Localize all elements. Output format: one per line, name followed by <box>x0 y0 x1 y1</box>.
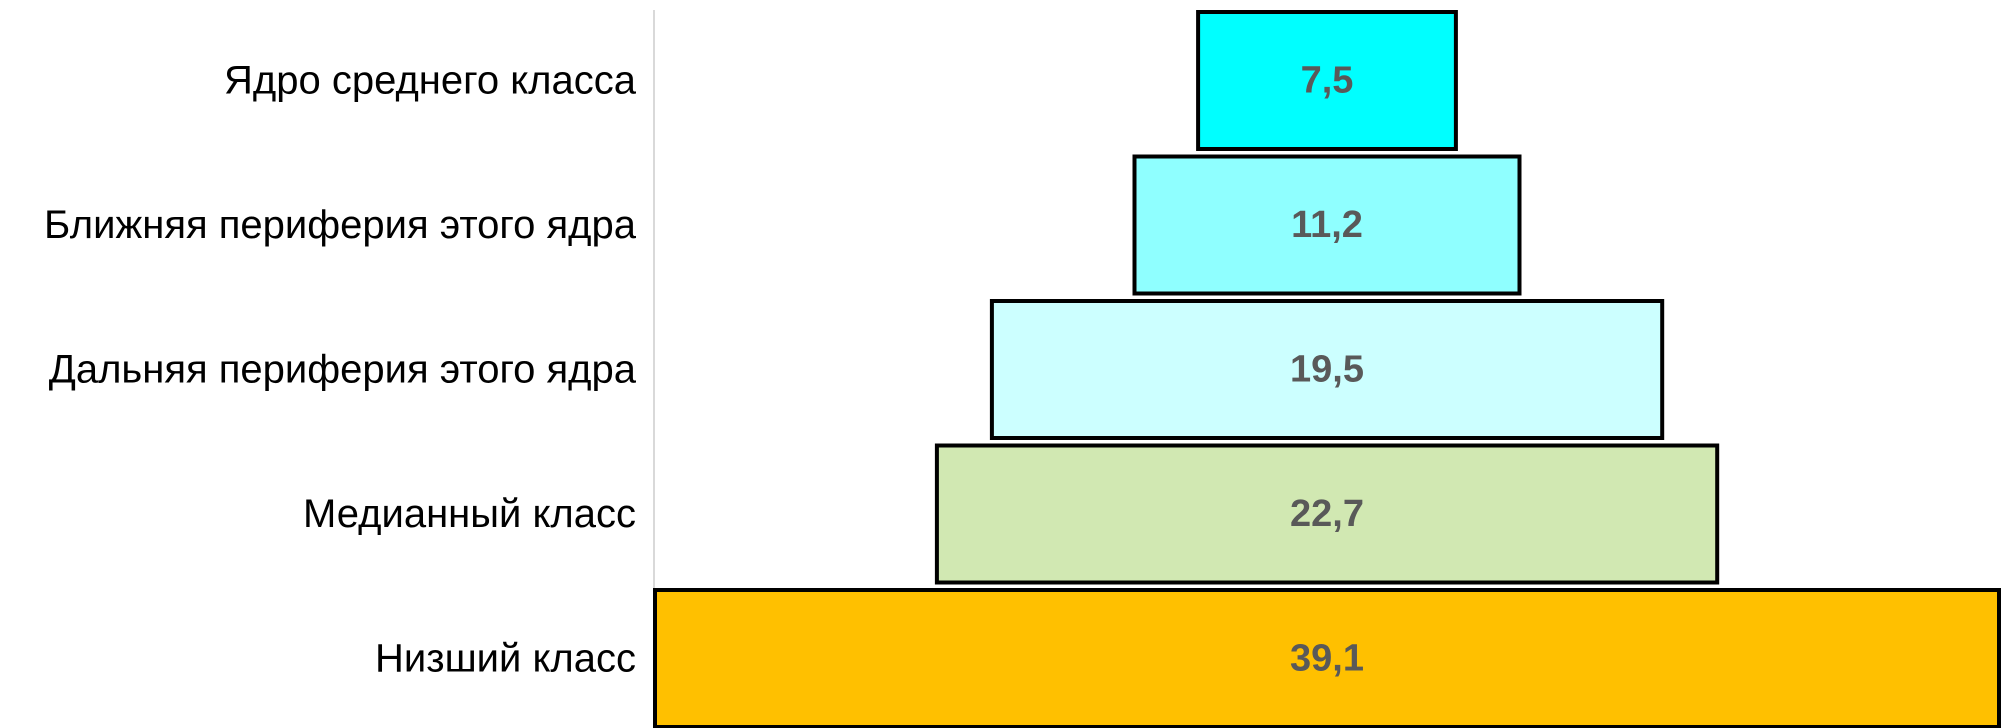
value-label-3: 19,5 <box>1290 349 1364 391</box>
category-labels: Ядро среднего класса Ближняя периферия эт… <box>44 59 637 681</box>
category-label-2: Ближняя периферия этого ядра <box>44 203 637 247</box>
category-label-5: Низший класс <box>375 637 636 681</box>
category-label-1: Ядро среднего класса <box>224 59 637 103</box>
bar-1 <box>1196 10 1458 151</box>
bars-layer <box>653 10 2001 728</box>
value-label-2: 11,2 <box>1291 204 1363 246</box>
value-label-5: 39,1 <box>1290 638 1364 680</box>
category-label-4: Медианный класс <box>303 492 636 536</box>
bar-4 <box>934 443 1720 585</box>
bar-3 <box>989 299 1665 440</box>
value-label-1: 7,5 <box>1301 60 1354 102</box>
bar-2 <box>1132 154 1522 296</box>
value-labels: 7,5 11,2 19,5 22,7 39,1 <box>1290 60 1364 680</box>
category-label-3: Дальняя периферия этого ядра <box>49 348 637 392</box>
value-label-4: 22,7 <box>1290 493 1364 535</box>
bar-5 <box>653 588 2001 728</box>
